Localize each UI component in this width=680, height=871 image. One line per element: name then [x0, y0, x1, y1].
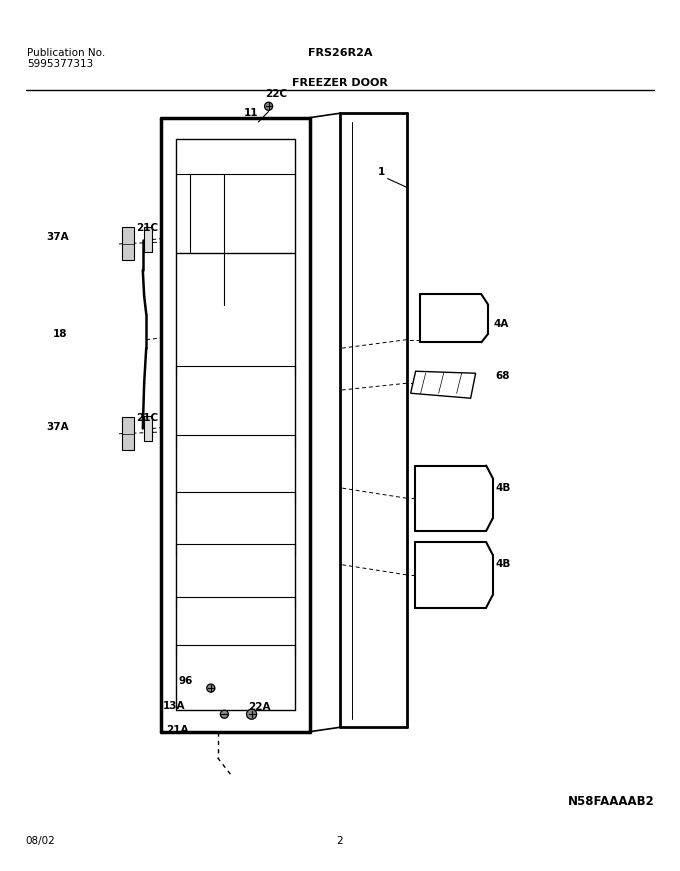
Circle shape: [220, 710, 228, 719]
Text: 5995377313: 5995377313: [27, 59, 93, 69]
Text: N58FAAAAB2: N58FAAAAB2: [567, 795, 654, 807]
Text: 21C: 21C: [136, 413, 158, 423]
Text: 96: 96: [178, 676, 192, 686]
Polygon shape: [411, 371, 475, 398]
Text: 4B: 4B: [495, 559, 511, 570]
Bar: [144, 227, 152, 252]
Text: 1: 1: [378, 166, 386, 177]
Circle shape: [207, 684, 215, 692]
Text: 68: 68: [495, 371, 509, 381]
Text: 37A: 37A: [46, 232, 69, 242]
Text: FRS26R2A: FRS26R2A: [308, 48, 372, 57]
Text: 18: 18: [53, 328, 67, 339]
Bar: [122, 227, 134, 260]
Text: 2: 2: [337, 835, 343, 846]
Bar: [122, 417, 134, 450]
Text: 4B: 4B: [495, 483, 511, 493]
Circle shape: [247, 709, 256, 719]
Text: 13A: 13A: [163, 700, 186, 711]
Bar: [144, 416, 152, 441]
Text: Publication No.: Publication No.: [27, 48, 105, 57]
Text: 37A: 37A: [46, 422, 69, 432]
Text: 4A: 4A: [494, 319, 509, 329]
Text: 22A: 22A: [248, 702, 271, 712]
Text: 08/02: 08/02: [26, 835, 56, 846]
Text: 11: 11: [243, 108, 258, 118]
Text: 21C: 21C: [136, 223, 158, 233]
Text: 22C: 22C: [265, 89, 288, 99]
Text: 21A: 21A: [167, 725, 189, 735]
Circle shape: [265, 102, 273, 111]
Text: FREEZER DOOR: FREEZER DOOR: [292, 78, 388, 88]
